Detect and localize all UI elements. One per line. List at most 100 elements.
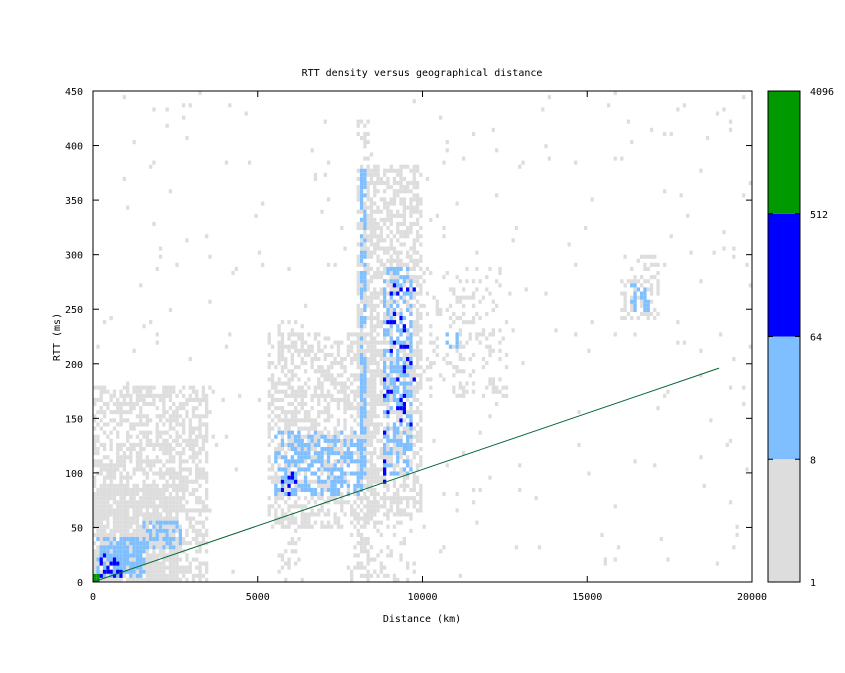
heatmap-cell xyxy=(188,471,192,476)
heatmap-cell xyxy=(261,262,265,267)
heatmap-cell xyxy=(359,381,364,386)
heatmap-cell xyxy=(409,430,413,435)
heatmap-cell xyxy=(373,189,377,194)
heatmap-cell xyxy=(343,246,347,251)
heatmap-cell xyxy=(129,393,133,398)
heatmap-cell xyxy=(112,512,117,517)
heatmap-cell xyxy=(376,508,380,513)
heatmap-cell xyxy=(649,299,654,304)
heatmap-cell xyxy=(725,442,729,447)
heatmap-cell xyxy=(383,565,387,570)
heatmap-cell xyxy=(383,397,387,402)
heatmap-cell xyxy=(175,528,179,533)
heatmap-cell xyxy=(396,426,400,431)
heatmap-cell xyxy=(320,365,324,370)
heatmap-cell xyxy=(396,377,400,382)
heatmap-cell xyxy=(102,537,107,542)
heatmap-cell xyxy=(277,455,281,460)
heatmap-cell xyxy=(340,451,344,456)
heatmap-cell xyxy=(112,471,117,476)
heatmap-cell xyxy=(155,508,159,513)
heatmap-cell xyxy=(340,524,344,529)
heatmap-cell xyxy=(330,463,334,468)
heatmap-cell xyxy=(155,492,159,497)
heatmap-cell xyxy=(350,430,354,435)
heatmap-cell xyxy=(145,508,149,513)
heatmap-cell xyxy=(172,528,176,533)
heatmap-cell xyxy=(112,496,117,501)
heatmap-cell xyxy=(93,541,97,546)
heatmap-cell xyxy=(478,340,482,345)
heatmap-cell xyxy=(369,250,374,255)
heatmap-cell xyxy=(485,287,489,292)
heatmap-cell xyxy=(363,168,367,173)
heatmap-cell xyxy=(406,205,410,210)
heatmap-cell xyxy=(320,496,324,501)
heatmap-cell xyxy=(363,275,367,280)
heatmap-cell xyxy=(359,459,364,464)
heatmap-cell xyxy=(455,508,459,513)
heatmap-cell xyxy=(188,447,192,452)
heatmap-cell xyxy=(330,447,334,452)
heatmap-cell xyxy=(294,500,298,505)
heatmap-cell xyxy=(119,393,123,398)
heatmap-cell xyxy=(574,262,578,267)
heatmap-cell xyxy=(188,357,192,362)
heatmap-cell xyxy=(320,410,324,415)
heatmap-cell xyxy=(366,164,370,169)
heatmap-cell xyxy=(491,307,495,312)
heatmap-cell xyxy=(205,504,209,509)
heatmap-cell xyxy=(359,238,364,243)
heatmap-cell xyxy=(386,451,390,456)
heatmap-cell xyxy=(195,467,199,472)
heatmap-cell xyxy=(359,434,364,439)
heatmap-cell xyxy=(106,487,110,492)
heatmap-cell xyxy=(399,185,403,190)
heatmap-cell xyxy=(359,344,364,349)
heatmap-cell xyxy=(336,340,341,345)
heatmap-cell xyxy=(152,532,156,537)
heatmap-cell xyxy=(290,361,294,366)
heatmap-cell xyxy=(93,402,97,407)
heatmap-cell xyxy=(280,508,285,513)
heatmap-cell xyxy=(99,496,103,501)
heatmap-cell xyxy=(415,320,420,325)
heatmap-cell xyxy=(363,230,367,235)
heatmap-cell xyxy=(172,504,176,509)
heatmap-cell xyxy=(185,136,189,141)
heatmap-cell xyxy=(93,451,97,456)
heatmap-cell xyxy=(326,524,331,529)
heatmap-cell xyxy=(412,176,416,181)
heatmap-cell xyxy=(313,471,318,476)
heatmap-cell xyxy=(415,479,420,484)
heatmap-cell xyxy=(135,528,140,533)
heatmap-cell xyxy=(129,553,133,558)
heatmap-cell xyxy=(142,483,146,488)
heatmap-cell xyxy=(303,451,308,456)
heatmap-cell xyxy=(175,262,179,267)
heatmap-cell xyxy=(455,492,459,497)
heatmap-cell xyxy=(122,487,126,492)
heatmap-cell xyxy=(340,442,344,447)
heatmap-cell xyxy=(383,434,387,439)
heatmap-cell xyxy=(300,447,304,452)
heatmap-cell xyxy=(396,385,400,390)
heatmap-cell xyxy=(310,393,314,398)
heatmap-cell xyxy=(468,336,472,341)
heatmap-cell xyxy=(366,238,370,243)
heatmap-cell xyxy=(415,258,420,263)
heatmap-cell xyxy=(152,577,156,582)
heatmap-cell xyxy=(376,471,380,476)
heatmap-cell xyxy=(152,500,156,505)
heatmap-cell xyxy=(396,279,400,284)
heatmap-cell xyxy=(96,557,100,562)
heatmap-cell xyxy=(415,291,420,296)
heatmap-cell xyxy=(158,471,163,476)
heatmap-cell xyxy=(145,434,149,439)
heatmap-cell xyxy=(389,369,393,374)
heatmap-cell xyxy=(178,442,182,447)
heatmap-cell xyxy=(336,520,341,525)
heatmap-cell xyxy=(149,537,153,542)
heatmap-cell xyxy=(152,221,156,226)
heatmap-cell xyxy=(590,320,594,325)
